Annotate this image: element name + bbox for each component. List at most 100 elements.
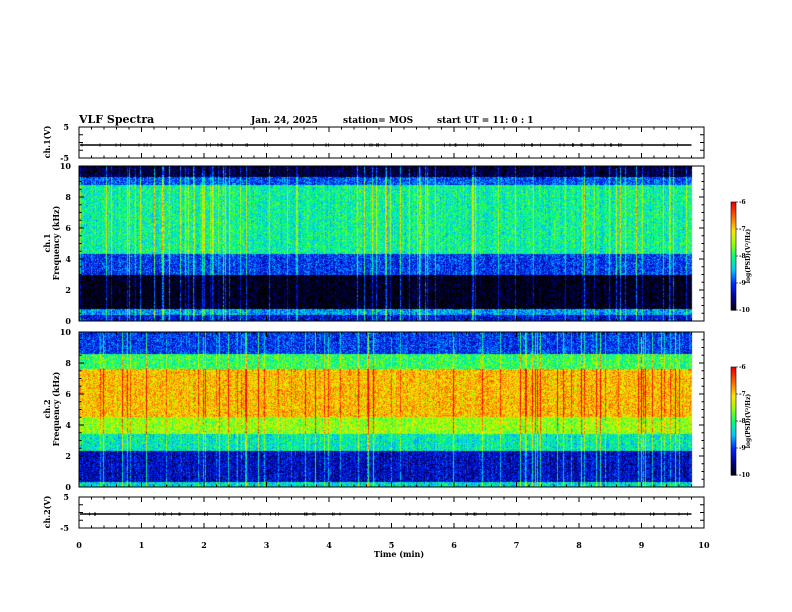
ch2-spectrogram-colorbar-tick-label: -10 [739,472,750,479]
ch1-spectrogram-colorbar-swatch [731,304,736,307]
ch1-spectrogram-colorbar-swatch [731,272,736,275]
ch2-spectrogram-colorbar-swatch [731,457,736,460]
x-tick-label: 3 [264,540,270,550]
ch1-spectrogram-colorbar-swatch [731,308,736,311]
ch1-spectrogram-colorbar-swatch [731,256,736,259]
ch2-spectrogram-colorbar-swatch [731,390,736,393]
ch2-spectrogram-colorbar-swatch [731,449,736,453]
ch1-spectrogram-colorbar-swatch [731,277,736,280]
ch2-spectrogram-colorbar-swatch [731,433,736,436]
ch1-spectrogram-colorbar-swatch [731,216,736,219]
ch2-spectrogram-ytick-label: 6 [65,389,71,399]
ch2-spectrogram-colorbar-swatch [731,442,736,445]
ch1-spectrogram-colorbar-swatch [731,250,736,253]
x-axis-label: Time (min) [374,549,424,559]
ch2-spectrogram-colorbar-swatch [731,430,736,433]
ch1-spectrogram-colorbar-swatch [731,227,736,230]
ch2-spectrogram-colorbar-tick-label: -6 [739,364,746,371]
ch2-spectrogram-colorbar-swatch [731,412,736,415]
ch2-spectrogram-ytick-label: 0 [65,482,71,492]
ch1-spectrogram-colorbar-swatch [731,245,736,248]
ch2-spectrogram-colorbar-swatch [731,383,736,386]
ch1-voltage-ylabel: ch.1(V) [42,125,52,158]
ch2-spectrogram-colorbar-swatch [731,428,736,431]
x-tick-label: 9 [639,540,645,550]
ch2-colorbar: -6 -7 -8 -9 -10 log(PSD)(V²/Hz) [730,364,752,479]
ch2-spectrogram-colorbar-swatch [731,376,736,379]
ch2-spectrogram-colorbar-swatch [731,413,736,417]
ch2-spectrogram-colorbar-swatch [731,462,736,465]
ch1-spectrogram-colorbar-swatch [731,286,736,289]
ch1-spectrogram-colorbar-swatch [731,205,736,208]
x-tick-label: 10 [698,540,710,550]
ch2-spectrogram-image [79,332,704,487]
ch2-spectrogram-colorbar-swatch [731,410,736,413]
ch1-spectrogram-colorbar-swatch [731,234,736,237]
ch1-spectrogram-colorbar-tick-label: -8 [739,253,746,260]
x-tick-label: 4 [326,540,332,550]
ch1-spectrogram-ylabel-channel: ch.1 [42,233,52,252]
ch1-spectrogram-colorbar-swatch [731,302,736,306]
ch2-spectrogram-ytick-label: 10 [60,327,72,337]
ch1-spectrogram-colorbar-swatch [731,279,736,282]
ch1-spectrogram-colorbar-swatch [731,214,736,217]
ch1-spectrogram-colorbar-tick-label: -9 [739,280,746,287]
ch1-spectrogram-ytick-label: 10 [60,161,72,171]
ch1-spectrogram-colorbar-swatch [731,209,736,212]
ch1-voltage-panel: 5 -5 ch.1(V) [42,122,705,163]
ch1-spectrogram-colorbar-swatch [731,259,736,262]
ch1-spectrogram-colorbar-swatch [731,274,736,277]
ch1-spectrogram-colorbar-swatch [731,292,736,295]
ch1-spectrogram-colorbar-swatch [731,257,736,261]
ch1-spectrogram-colorbar-label: log(PSD)(V²/Hz) [745,229,752,284]
ch2-spectrogram-colorbar-swatch [731,439,736,442]
ch1-spectrogram-colorbar-swatch [731,265,736,268]
x-tick-label: 8 [576,540,582,550]
ch1-spectrogram-colorbar-swatch [731,266,736,270]
ch1-spectrogram-colorbar-swatch [731,236,736,239]
ch2-ytick-bottom: -5 [60,523,69,533]
ch1-spectrogram-colorbar-swatch [731,239,736,243]
ch1-spectrogram-ytick-label: 4 [65,254,71,264]
ch2-spectrogram-colorbar-swatch [731,453,736,456]
ch2-spectrogram-colorbar-tick-label: -7 [739,391,746,398]
ch2-spectrogram-colorbar-swatch [731,446,736,449]
ch2-ytick-top: 5 [63,492,69,502]
ch2-spectrogram-colorbar-swatch [731,440,736,444]
ch2-spectrogram-colorbar-swatch [731,385,736,388]
ch2-spectrogram-colorbar-swatch [731,471,736,474]
ch2-spectrogram-colorbar-swatch [731,460,736,463]
ch1-spectrogram-colorbar-swatch [731,295,736,298]
ch1-spectrogram-ytick-label: 8 [65,192,71,202]
ch2-spectrogram-colorbar-swatch [731,424,736,427]
ch2-spectrogram-ytick-label: 2 [65,451,71,461]
ch1-spectrogram-colorbar-swatch [731,238,736,241]
ch2-spectrogram-ticks: 0 2 4 6 8 10 [60,327,705,492]
ch2-spectrogram-colorbar-swatch [731,388,736,391]
ch1-spectrogram-ylabel-freq: Frequency (kHz) [51,205,61,280]
ch1-spectrogram-panel: 0 2 4 6 8 10 ch.1 Frequency (kHz) -6 -7 -8 -9 -10… [42,161,752,326]
ch1-spectrogram-colorbar-swatch [731,281,736,284]
ch1-spectrogram-colorbar-swatch [731,225,736,228]
figure-title: VLF Spectra [78,113,154,126]
ch2-spectrogram-colorbar-swatch [731,374,736,377]
ch2-spectrogram-colorbar-swatch [731,401,736,404]
ch2-spectrogram-ytick-label: 8 [65,358,71,368]
ch1-spectrogram-colorbar-swatch [731,268,736,271]
ch1-spectrogram-colorbar-swatch [731,263,736,266]
ch1-spectrogram-colorbar-swatch [731,283,736,286]
ch1-spectrogram-colorbar-swatch [731,248,736,252]
ch1-spectrogram-colorbar-swatch [731,202,736,205]
ch2-spectrogram-colorbar-swatch [731,367,736,370]
ch2-voltage-ylabel: ch.2(V) [42,495,52,528]
ch1-spectrogram-colorbar-swatch [731,261,736,264]
ch1-spectrogram-colorbar-swatch [731,220,736,223]
ch1-spectrogram-ytick-label: 0 [65,316,71,326]
ch2-spectrogram-colorbar-swatch [731,466,736,469]
ch2-spectrogram-colorbar-swatch [731,392,736,395]
ch1-spectrogram-colorbar-swatch [731,275,736,279]
ch2-voltage-panel: 5 -5 ch.2(V) [42,492,705,533]
x-tick-label: 7 [514,540,520,550]
ch1-ytick-bottom: -5 [60,153,69,163]
ch1-spectrogram-colorbar-swatch [731,247,736,250]
